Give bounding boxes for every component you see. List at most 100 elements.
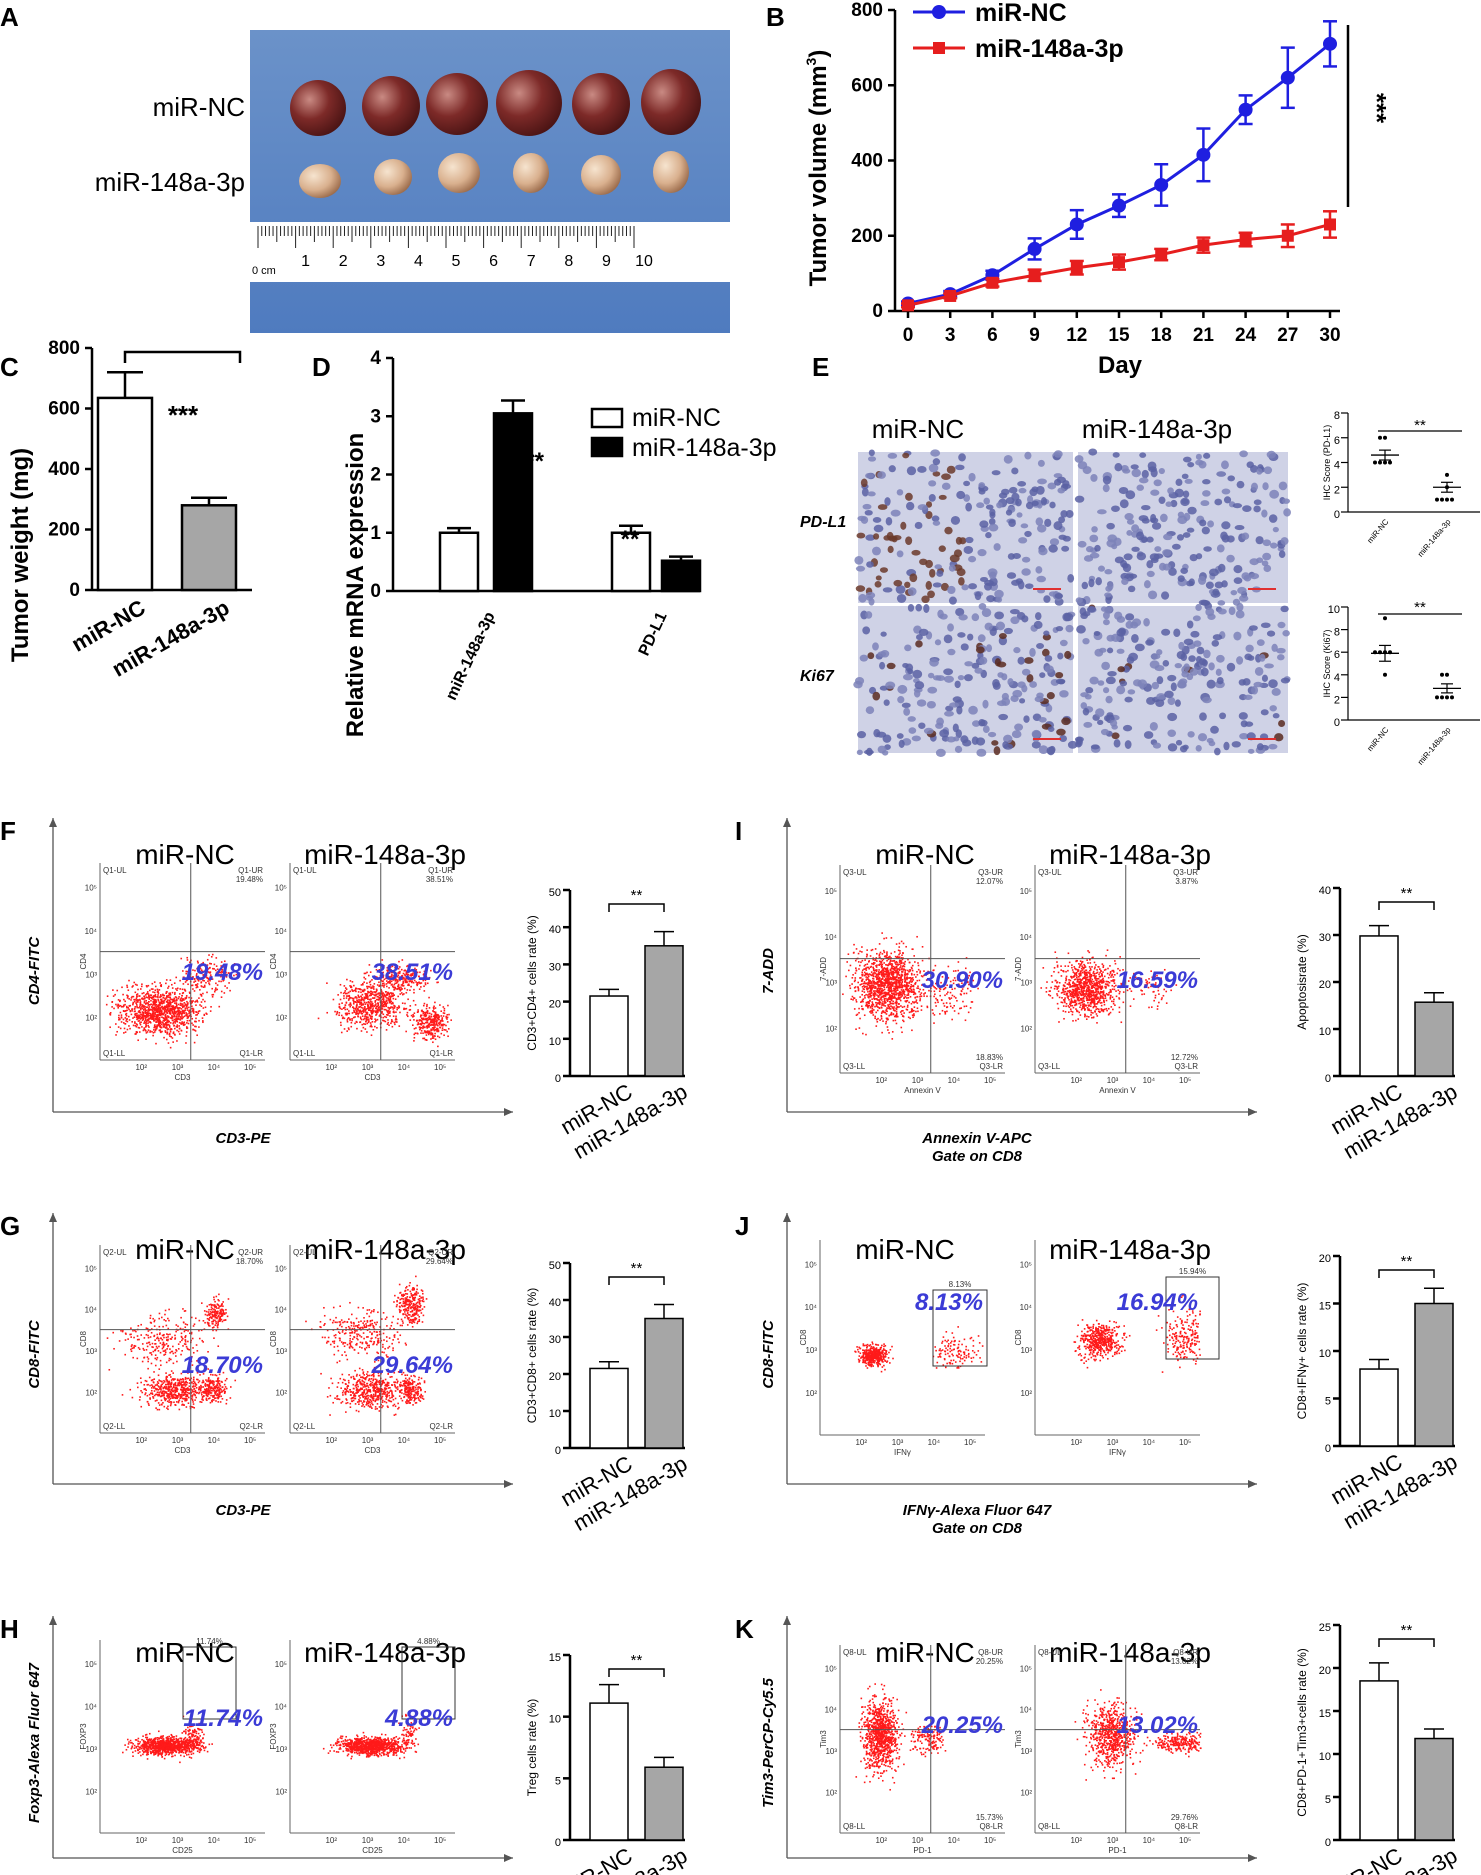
event-dot [416,983,418,985]
cell-nucleus [1202,490,1211,497]
event-dot [174,1391,177,1393]
event-dot [174,991,176,994]
event-dot [413,988,415,991]
event-dot [198,1392,200,1395]
event-dot [180,1003,183,1005]
event-dot [144,1392,147,1394]
event-dot [208,967,211,969]
event-dot [149,1031,151,1033]
event-dot [158,1013,161,1015]
event-dot [435,1016,437,1019]
data-point [1113,256,1125,269]
event-dot [414,1004,417,1006]
event-dot [168,1010,171,1012]
event-dot [134,1014,137,1017]
event-dot [173,1383,175,1386]
event-dot [400,978,402,980]
event-dot [154,1017,157,1020]
event-dot [112,1331,115,1334]
event-dot [406,1015,409,1018]
cell-nucleus [935,722,944,729]
event-dot [438,1023,441,1026]
event-dot [206,1391,208,1393]
event-dot [158,1345,160,1348]
event-dot [139,1007,142,1010]
event-dot [175,1324,178,1326]
event-dot [151,1016,154,1019]
cell-nucleus [1208,568,1219,577]
event-dot [432,1008,435,1010]
event-dot [172,1390,175,1393]
event-dot [163,1386,166,1389]
event-dot [211,1317,213,1320]
event-dot [151,1342,154,1345]
cell-nucleus [1154,546,1162,552]
ihc-point [1445,695,1449,700]
event-dot [133,1347,135,1349]
event-dot [160,1387,162,1390]
cell-nucleus [1054,592,1064,599]
event-dot [168,1399,171,1401]
event-dot [375,975,377,978]
event-dot [224,1379,227,1382]
event-dot [365,1011,367,1014]
event-dot [145,996,148,998]
significance-mark: ** [1414,417,1426,434]
event-dot [359,1017,362,1020]
event-dot [193,1029,196,1031]
event-dot [357,1008,359,1011]
event-dot [126,1006,128,1009]
data-point [1112,198,1126,213]
event-dot [346,1019,349,1021]
event-dot [152,1017,154,1020]
event-dot [431,1037,434,1040]
event-dot [124,1017,127,1019]
event-dot [233,963,236,965]
cell-nucleus [925,580,932,590]
event-dot [200,1005,203,1007]
event-dot [143,995,146,998]
event-dot [203,979,205,982]
event-dot [154,1001,157,1004]
event-dot [223,1319,225,1322]
event-dot [151,1384,153,1386]
event-dot [160,1031,162,1034]
cell-nucleus [893,579,903,587]
event-dot [175,1003,178,1006]
event-dot [186,1395,189,1398]
event-dot [435,1015,438,1018]
event-dot [116,1005,119,1007]
cell-nucleus [971,662,980,669]
cell-nucleus [855,585,866,592]
event-dot [390,969,393,971]
cell-nucleus [1138,477,1149,484]
event-dot [184,1023,186,1026]
cell-nucleus [1053,450,1063,458]
event-dot [404,969,406,972]
event-dot [158,1012,161,1014]
event-dot [192,1376,195,1379]
event-dot [163,1007,166,1009]
event-dot [371,1005,374,1008]
event-dot [159,1380,162,1382]
event-dot [216,1377,219,1380]
event-dot [363,988,366,991]
event-dot [396,1008,398,1011]
event-dot [367,998,369,1000]
cell-nucleus [1035,517,1044,526]
event-dot [201,1339,204,1342]
event-dot [215,1390,217,1392]
event-dot [412,972,414,974]
event-dot [183,988,186,991]
event-dot [387,1021,390,1024]
event-dot [208,1316,211,1319]
event-dot [186,1022,188,1024]
event-dot [367,1001,370,1003]
event-dot [387,1006,389,1009]
event-dot [156,1019,159,1022]
event-dot [134,1033,137,1035]
cell-nucleus [1177,679,1187,689]
cell-nucleus [959,537,967,545]
event-dot [423,1011,425,1014]
event-dot [174,1397,177,1400]
